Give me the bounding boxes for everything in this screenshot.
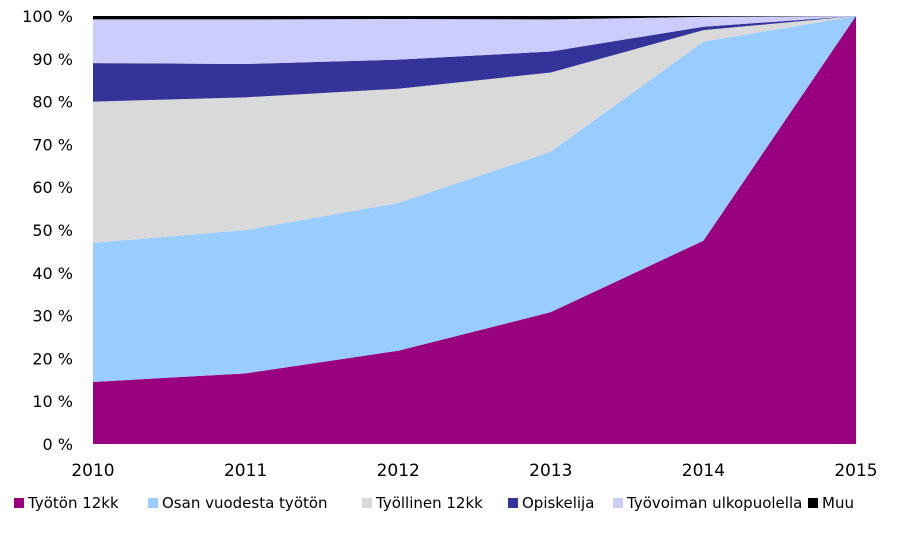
- x-tick-label: 2013: [529, 461, 572, 481]
- area-muu: [93, 16, 856, 20]
- legend-swatch: [508, 498, 518, 508]
- y-tick-label: 100 %: [22, 7, 73, 26]
- area-osan-vuodesta-työtön: [93, 16, 856, 382]
- y-tick-label: 30 %: [32, 307, 73, 326]
- y-tick-label: 90 %: [32, 50, 73, 69]
- x-tick-label: 2015: [834, 461, 877, 481]
- x-axis-tick-labels: 2010 2011 2012 2013 2014 2015: [71, 461, 877, 481]
- legend-swatch: [362, 498, 372, 508]
- y-axis-tick-labels: 0 % 10 % 20 % 30 % 40 % 50 % 60 % 70 % 80 % 90 % 1…: [22, 7, 73, 454]
- x-tick-label: 2014: [682, 461, 725, 481]
- chart-legend: Työtön 12kk Osan vuodesta työtön Työllinen…: [14, 494, 854, 512]
- area-series-group: [93, 16, 856, 444]
- area-työtön-12kk: [93, 16, 856, 444]
- area-työllinen-12kk: [93, 16, 856, 243]
- legend-label: Työtön 12kk: [27, 494, 119, 512]
- area-opiskelija: [93, 16, 856, 102]
- y-tick-label: 10 %: [32, 392, 73, 411]
- y-tick-label: 0 %: [43, 435, 73, 454]
- y-tick-label: 40 %: [32, 264, 73, 283]
- y-tick-label: 50 %: [32, 221, 73, 240]
- y-tick-label: 60 %: [32, 178, 73, 197]
- x-tick-label: 2010: [71, 461, 114, 481]
- y-tick-label: 20 %: [32, 349, 73, 368]
- area-työvoiman-ulkopuolella: [93, 16, 856, 64]
- x-tick-label: 2011: [224, 461, 267, 481]
- legend-label: Opiskelija: [522, 494, 594, 512]
- legend-swatch: [613, 498, 623, 508]
- legend-label: Työllinen 12kk: [375, 494, 483, 512]
- legend-swatch: [14, 498, 24, 508]
- legend-swatch: [148, 498, 158, 508]
- legend-swatch: [808, 498, 818, 508]
- legend-label: Osan vuodesta työtön: [162, 494, 328, 512]
- legend-label: Työvoiman ulkopuolella: [626, 494, 802, 512]
- legend-label: Muu: [822, 494, 854, 512]
- y-tick-label: 80 %: [32, 93, 73, 112]
- x-tick-label: 2012: [377, 461, 420, 481]
- y-tick-label: 70 %: [32, 135, 73, 154]
